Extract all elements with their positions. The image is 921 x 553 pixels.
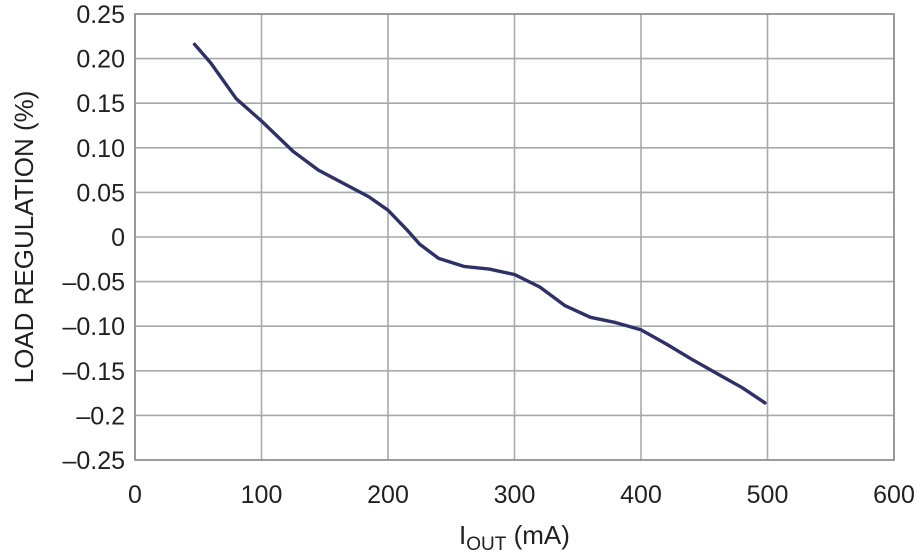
y-tick-label: 0.10 (76, 135, 125, 163)
y-tick-label: –0.10 (62, 313, 125, 341)
y-axis-ticks: 0.25 0.20 0.15 0.10 0.05 0 –0.05 –0.10 –0.15 –0.2… (62, 1, 125, 475)
y-tick-label: –0.25 (62, 447, 125, 475)
y-tick-label: 0.15 (76, 90, 125, 118)
y-tick-label: 0.25 (76, 1, 125, 29)
y-tick-label: –0.15 (62, 358, 125, 386)
plot-area-frame (134, 13, 895, 461)
x-tick-label: 400 (620, 481, 662, 509)
series-group (192, 42, 767, 405)
x-axis-ticks: 0 100 200 300 400 500 600 (128, 481, 915, 509)
y-axis-label: LOAD REGULATION (%) (9, 91, 39, 384)
x-axis-label: IOUT (mA) (459, 520, 570, 553)
y-tick-label: 0.20 (76, 46, 125, 74)
x-tick-label: 100 (241, 481, 283, 509)
y-tick-label: –0.2 (76, 402, 125, 430)
y-tick-label: 0 (111, 224, 125, 252)
x-axis-label-subscript: OUT (466, 534, 507, 553)
x-tick-label: 600 (873, 481, 915, 509)
x-tick-label: 0 (128, 481, 142, 509)
x-axis-label-units: (mA) (506, 520, 570, 550)
x-tick-label: 200 (367, 481, 409, 509)
x-tick-label: 500 (747, 481, 789, 509)
series-line-0 (192, 42, 767, 405)
x-tick-label: 300 (494, 481, 536, 509)
y-tick-label: 0.05 (76, 179, 125, 207)
x-axis-label-main: I (459, 520, 466, 550)
y-tick-label: –0.05 (62, 269, 125, 297)
gridlines (134, 13, 895, 461)
